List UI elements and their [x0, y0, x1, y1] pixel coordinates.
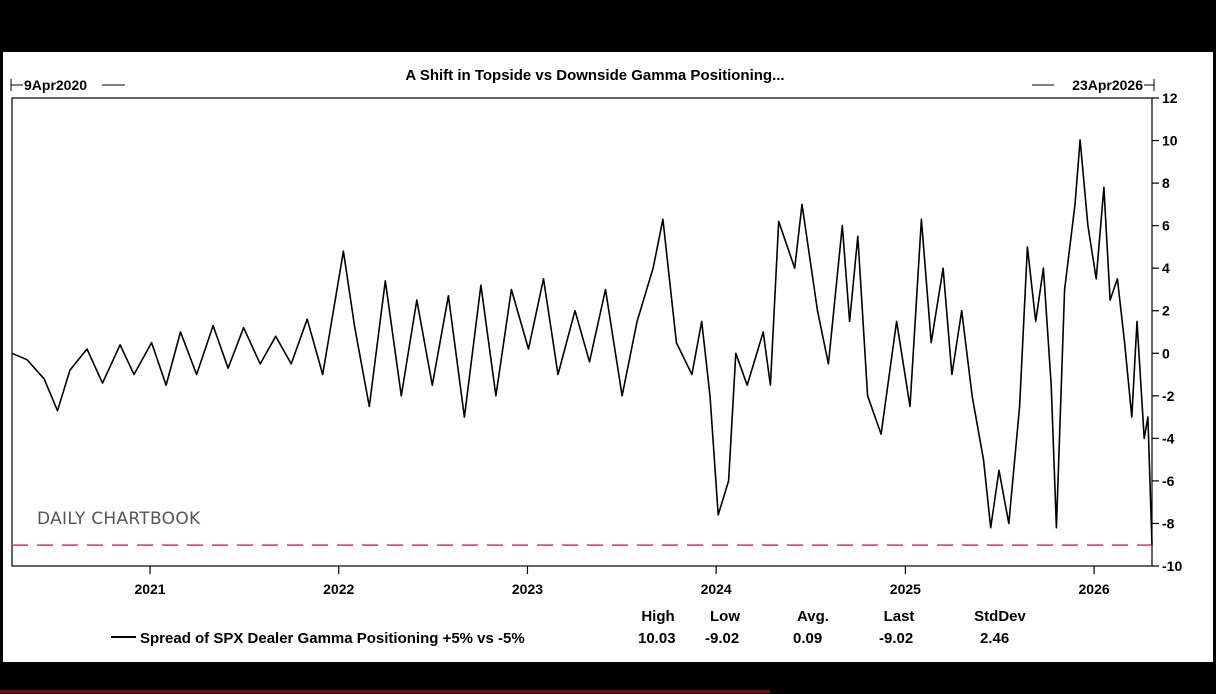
x-tick-label: 2021 — [134, 581, 165, 597]
x-tick-label: 2023 — [512, 581, 543, 597]
top-black-band — [0, 0, 1216, 52]
stat-header: StdDev — [974, 608, 1026, 625]
y-tick-label: 0 — [1162, 345, 1170, 361]
y-tick-label: 12 — [1162, 90, 1178, 106]
stat-header: Low — [710, 608, 740, 625]
end-date-label: 23Apr2026 — [1072, 77, 1143, 93]
stats-table: High Low Avg. Last StdDev 10.03 -9.02 0.09 -9.02… — [111, 608, 1026, 647]
stat-value: 10.03 — [638, 630, 676, 647]
chart-title: A Shift in Topside vs Downside Gamma Pos… — [405, 67, 784, 84]
y-tick-label: -6 — [1162, 473, 1175, 489]
y-tick-label: -10 — [1162, 558, 1182, 574]
y-tick-label: 8 — [1162, 175, 1170, 191]
bottom-black-band — [0, 662, 1216, 694]
y-tick-label: -4 — [1162, 430, 1175, 446]
x-axis: 2021 2022 2023 2024 2025 2026 — [134, 566, 1110, 597]
y-tick-label: 2 — [1162, 303, 1170, 319]
stat-value: 2.46 — [980, 630, 1009, 647]
y-axis: 12 10 8 6 4 2 0 -2 -4 -6 -8 -10 — [1152, 90, 1182, 574]
x-tick-label: 2025 — [890, 581, 921, 597]
stat-header: Last — [884, 608, 915, 625]
series-line — [11, 139, 1153, 546]
gamma-spread-chart: A Shift in Topside vs Downside Gamma Pos… — [10, 67, 1182, 647]
x-tick-label: 2024 — [701, 581, 732, 597]
x-tick-label: 2022 — [323, 581, 354, 597]
y-tick-label: 6 — [1162, 218, 1170, 234]
bottom-accent-line — [0, 690, 770, 693]
y-tick-label: -8 — [1162, 515, 1175, 531]
start-date-label: 9Apr2020 — [24, 77, 87, 93]
stat-value: -9.02 — [705, 630, 739, 647]
stat-header: High — [641, 608, 674, 625]
chart-panel: A Shift in Topside vs Downside Gamma Pos… — [3, 52, 1213, 662]
x-tick-label: 2026 — [1079, 581, 1110, 597]
stat-value: -9.02 — [879, 630, 913, 647]
y-tick-label: 4 — [1162, 260, 1170, 276]
y-tick-label: 10 — [1162, 133, 1178, 149]
stat-value: 0.09 — [793, 630, 822, 647]
stat-header: Avg. — [797, 608, 829, 625]
watermark-text: DAILY CHARTBOOK — [37, 509, 201, 529]
y-tick-label: -2 — [1162, 388, 1175, 404]
date-range-labels: 9Apr2020 23Apr2026 — [10, 77, 1155, 93]
plot-frame — [11, 97, 1153, 567]
legend-series-name: Spread of SPX Dealer Gamma Positioning +… — [140, 630, 525, 647]
